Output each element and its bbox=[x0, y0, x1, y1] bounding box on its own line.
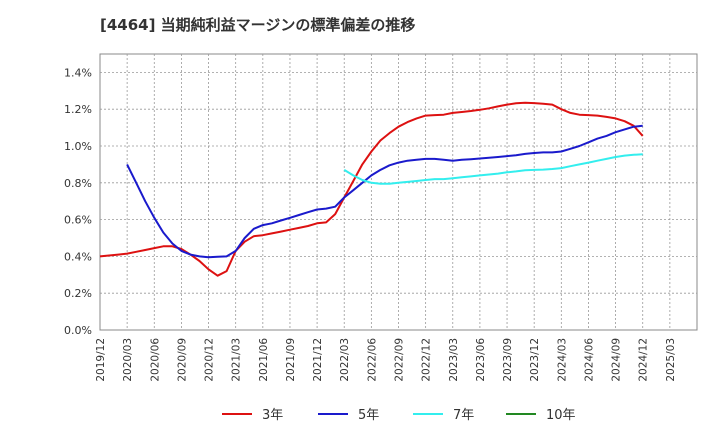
x-tick-label: 2022/03 bbox=[339, 338, 351, 382]
x-tick-label: 2024/09 bbox=[611, 338, 623, 382]
x-tick-label: 2019/12 bbox=[95, 338, 107, 382]
x-tick-label: 2021/03 bbox=[231, 338, 243, 382]
x-tick-label: 2020/12 bbox=[204, 338, 216, 382]
x-tick-label: 2021/06 bbox=[258, 338, 270, 382]
x-tick-label: 2020/09 bbox=[176, 338, 188, 382]
y-tick-label: 0.4% bbox=[64, 250, 92, 263]
series-line-5年 bbox=[126, 124, 643, 259]
y-tick-label: 0.8% bbox=[64, 177, 92, 190]
x-tick-label: 2022/12 bbox=[421, 338, 433, 382]
legend-label-5年: 5年 bbox=[358, 408, 379, 423]
x-tick-label: 2024/03 bbox=[556, 338, 568, 382]
x-tick-label: 2021/09 bbox=[285, 338, 297, 382]
y-tick-label: 1.4% bbox=[64, 66, 92, 79]
y-tick-label: 0.2% bbox=[64, 287, 92, 300]
x-tick-label: 2023/03 bbox=[448, 338, 460, 382]
x-tick-label: 2022/06 bbox=[366, 338, 378, 382]
y-tick-label: 0.0% bbox=[64, 324, 92, 337]
y-tick-label: 1.2% bbox=[64, 103, 92, 116]
x-tick-label: 2024/12 bbox=[638, 338, 650, 382]
grid-lines bbox=[100, 54, 697, 330]
x-tick-label: 2021/12 bbox=[312, 338, 324, 382]
x-tick-label: 2023/06 bbox=[475, 338, 487, 382]
legend-label-7年: 7年 bbox=[453, 408, 474, 423]
y-tick-label: 0.6% bbox=[64, 214, 92, 227]
legend-label-3年: 3年 bbox=[262, 408, 283, 423]
x-tick-label: 2022/09 bbox=[394, 338, 406, 382]
y-axis-ticks: 0.0% 0.2% 0.4% 0.6% 0.8% 1.0% 1.2% 1.4% bbox=[64, 66, 92, 337]
legend-label-10年: 10年 bbox=[546, 408, 576, 423]
chart-title: [4464] 当期純利益マージンの標準偏差の推移 bbox=[100, 16, 416, 34]
y-tick-label: 1.0% bbox=[64, 140, 92, 153]
series-lines bbox=[99, 101, 644, 277]
x-tick-label: 2024/06 bbox=[583, 338, 595, 382]
x-axis-ticks: 2019/12 2020/03 2020/06 2020/09 2020/12 2021/… bbox=[95, 338, 677, 382]
x-tick-label: 2020/06 bbox=[149, 338, 161, 382]
x-tick-label: 2023/12 bbox=[529, 338, 541, 382]
x-tick-label: 2025/03 bbox=[665, 338, 677, 382]
series-line-7年 bbox=[343, 153, 643, 185]
x-tick-label: 2023/09 bbox=[502, 338, 514, 382]
x-tick-label: 2020/03 bbox=[122, 338, 134, 382]
legend: 3年 5年 7年 10年 bbox=[222, 408, 576, 423]
